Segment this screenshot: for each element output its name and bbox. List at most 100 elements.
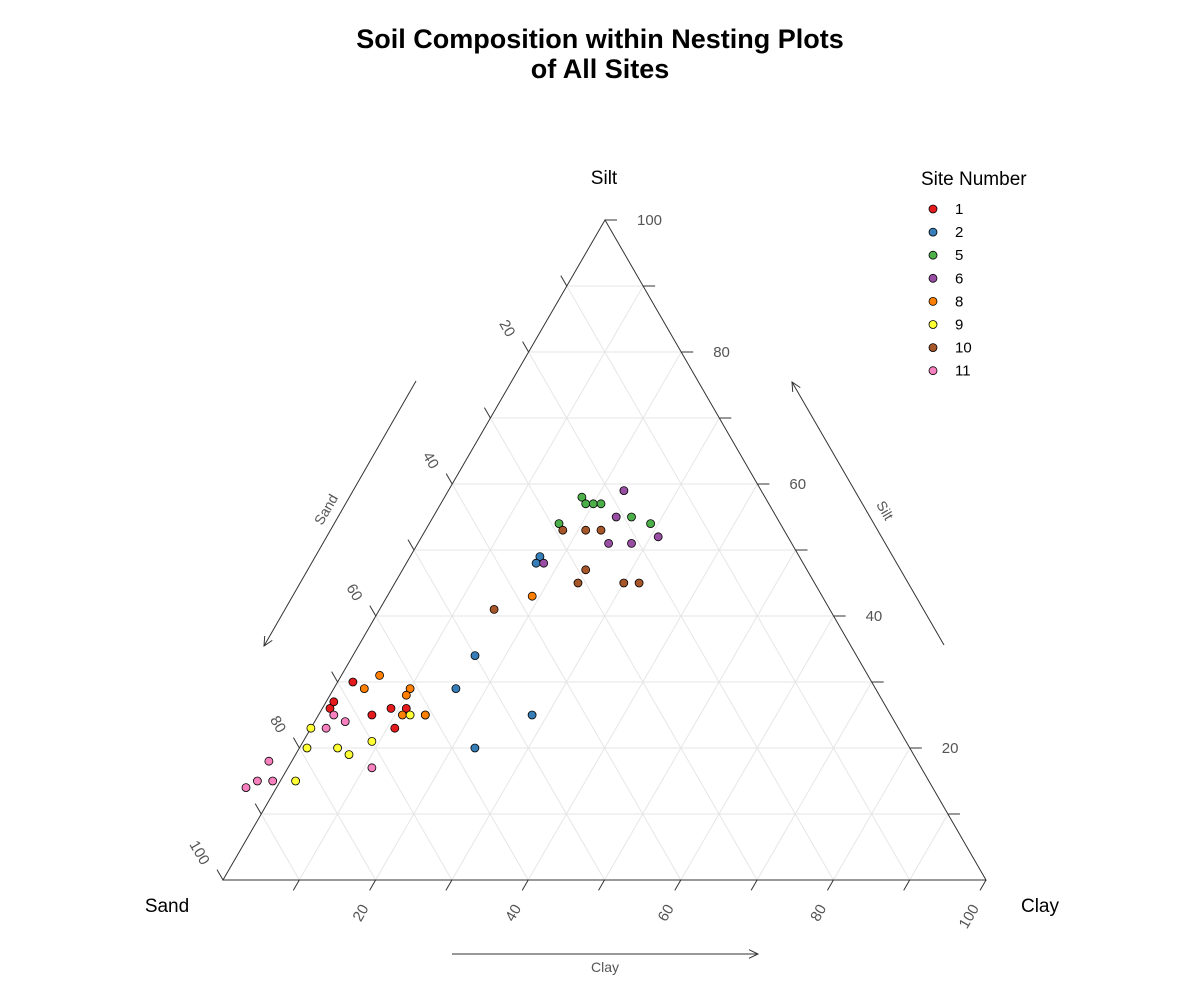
tick-label-silt: 60: [789, 476, 806, 493]
legend-label-site-6: 6: [955, 270, 963, 287]
tick-label-silt: 100: [637, 212, 662, 229]
axis-arrows: Clay Silt Sand: [263, 380, 945, 975]
legend-label-site-10: 10: [955, 340, 972, 357]
legend-marker-site-6: [928, 273, 938, 283]
data-point-site-5: [596, 499, 606, 509]
data-point-site-5: [627, 512, 636, 522]
data-point-site-11: [252, 776, 262, 786]
grid-line: [756, 681, 873, 881]
data-point-site-2: [470, 651, 480, 660]
data-point-site-1: [329, 697, 339, 707]
legend-marker-site-2: [928, 227, 938, 237]
data-point-site-2: [531, 558, 541, 568]
tick-label-sand: 20: [495, 317, 518, 340]
data-point-site-8: [527, 591, 537, 601]
data-point-site-6: [619, 486, 629, 496]
grid-line: [451, 417, 720, 881]
data-point-site-10: [581, 565, 591, 575]
grid-line: [489, 417, 758, 881]
data-point-site-9: [291, 776, 301, 786]
axis-name-clay: Clay: [591, 959, 619, 975]
vertex-label-clay: Clay: [1021, 896, 1060, 917]
data-point-site-2: [527, 710, 537, 720]
tick-mark: [254, 803, 262, 815]
tick-mark: [979, 879, 987, 891]
data-point-site-9: [344, 750, 354, 759]
data-point-site-5: [646, 519, 655, 528]
legend-marker-site-5: [928, 250, 938, 260]
legend-marker-site-11: [928, 366, 938, 376]
data-point-site-10: [558, 525, 568, 535]
tick-mark: [292, 737, 300, 749]
tick-mark: [560, 275, 568, 287]
legend: Site Number 1 2 5 6 8 9 10 11: [921, 169, 1027, 380]
data-point-site-8: [420, 710, 430, 720]
data-point-site-8: [359, 684, 369, 693]
tick-label-silt: 80: [713, 344, 730, 361]
grid-line: [337, 681, 453, 881]
tick-label-clay: 40: [502, 901, 525, 924]
clay-axis-arrow-head: [748, 949, 760, 959]
data-point-site-11: [264, 756, 274, 766]
grid-line: [298, 747, 377, 881]
data-point-site-11: [241, 783, 251, 792]
data-point-site-5: [581, 499, 591, 509]
tick-mark: [216, 869, 224, 881]
data-point-site-5: [588, 499, 598, 509]
legend-marker-site-10: [928, 343, 938, 353]
tick-label-clay: 60: [655, 901, 678, 924]
data-point-site-11: [268, 776, 278, 786]
data-point-site-10: [581, 525, 591, 535]
data-point-site-1: [390, 723, 400, 733]
tick-mark: [292, 879, 300, 891]
grid-line: [260, 813, 300, 881]
legend-title: Site Number: [921, 169, 1027, 190]
sand-axis-arrow-head: [263, 635, 273, 647]
data-point-site-6: [627, 539, 636, 548]
grid-line: [298, 285, 644, 881]
vertex-label-sand: Sand: [145, 896, 189, 917]
data-point-site-11: [367, 763, 377, 773]
data-point-site-10: [634, 578, 644, 588]
legend-label-site-2: 2: [955, 224, 963, 241]
tick-label-sand: 60: [343, 581, 366, 604]
data-point-site-5: [577, 492, 587, 502]
data-point-site-9: [405, 710, 415, 720]
silt-axis-arrow-head: [791, 381, 801, 393]
tick-label-sand: 80: [266, 713, 289, 736]
data-point-site-6: [539, 558, 549, 568]
tick-mark: [407, 539, 415, 551]
tick-mark: [445, 473, 453, 485]
grid-line: [413, 549, 605, 881]
legend-label-site-1: 1: [955, 201, 963, 218]
tick-label-sand: 100: [186, 838, 213, 868]
data-point-site-11: [340, 717, 350, 726]
chart-title-line-2: of All Sites: [531, 54, 670, 84]
data-point-site-6: [653, 532, 663, 542]
tick-label-silt: 40: [866, 608, 883, 625]
tick-mark: [903, 879, 911, 891]
axis-name-sand: Sand: [311, 491, 341, 527]
grid-lines: [260, 285, 949, 881]
data-point-site-10: [596, 525, 606, 535]
data-point-site-6: [604, 539, 613, 548]
data-point-site-10: [489, 605, 499, 614]
tick-mark: [521, 879, 529, 891]
grid-line: [566, 285, 911, 881]
grid-line: [604, 549, 796, 881]
legend-label-site-8: 8: [955, 293, 963, 310]
data-point-site-1: [401, 704, 411, 713]
grid-line: [909, 813, 949, 881]
data-point-site-1: [367, 710, 377, 720]
tick-mark: [483, 407, 491, 419]
data-point-site-1: [386, 704, 396, 713]
tick-label-sand: 40: [419, 449, 442, 472]
data-point-site-9: [367, 737, 377, 746]
legend-marker-site-9: [928, 320, 938, 329]
chart-title-line-1: Soil Composition within Nesting Plots: [356, 24, 844, 54]
legend-label-site-11: 11: [955, 363, 971, 380]
legend-marker-site-1: [928, 204, 938, 214]
tick-mark: [598, 879, 605, 891]
grid-line: [375, 615, 529, 881]
tick-label-clay: 80: [807, 901, 830, 924]
